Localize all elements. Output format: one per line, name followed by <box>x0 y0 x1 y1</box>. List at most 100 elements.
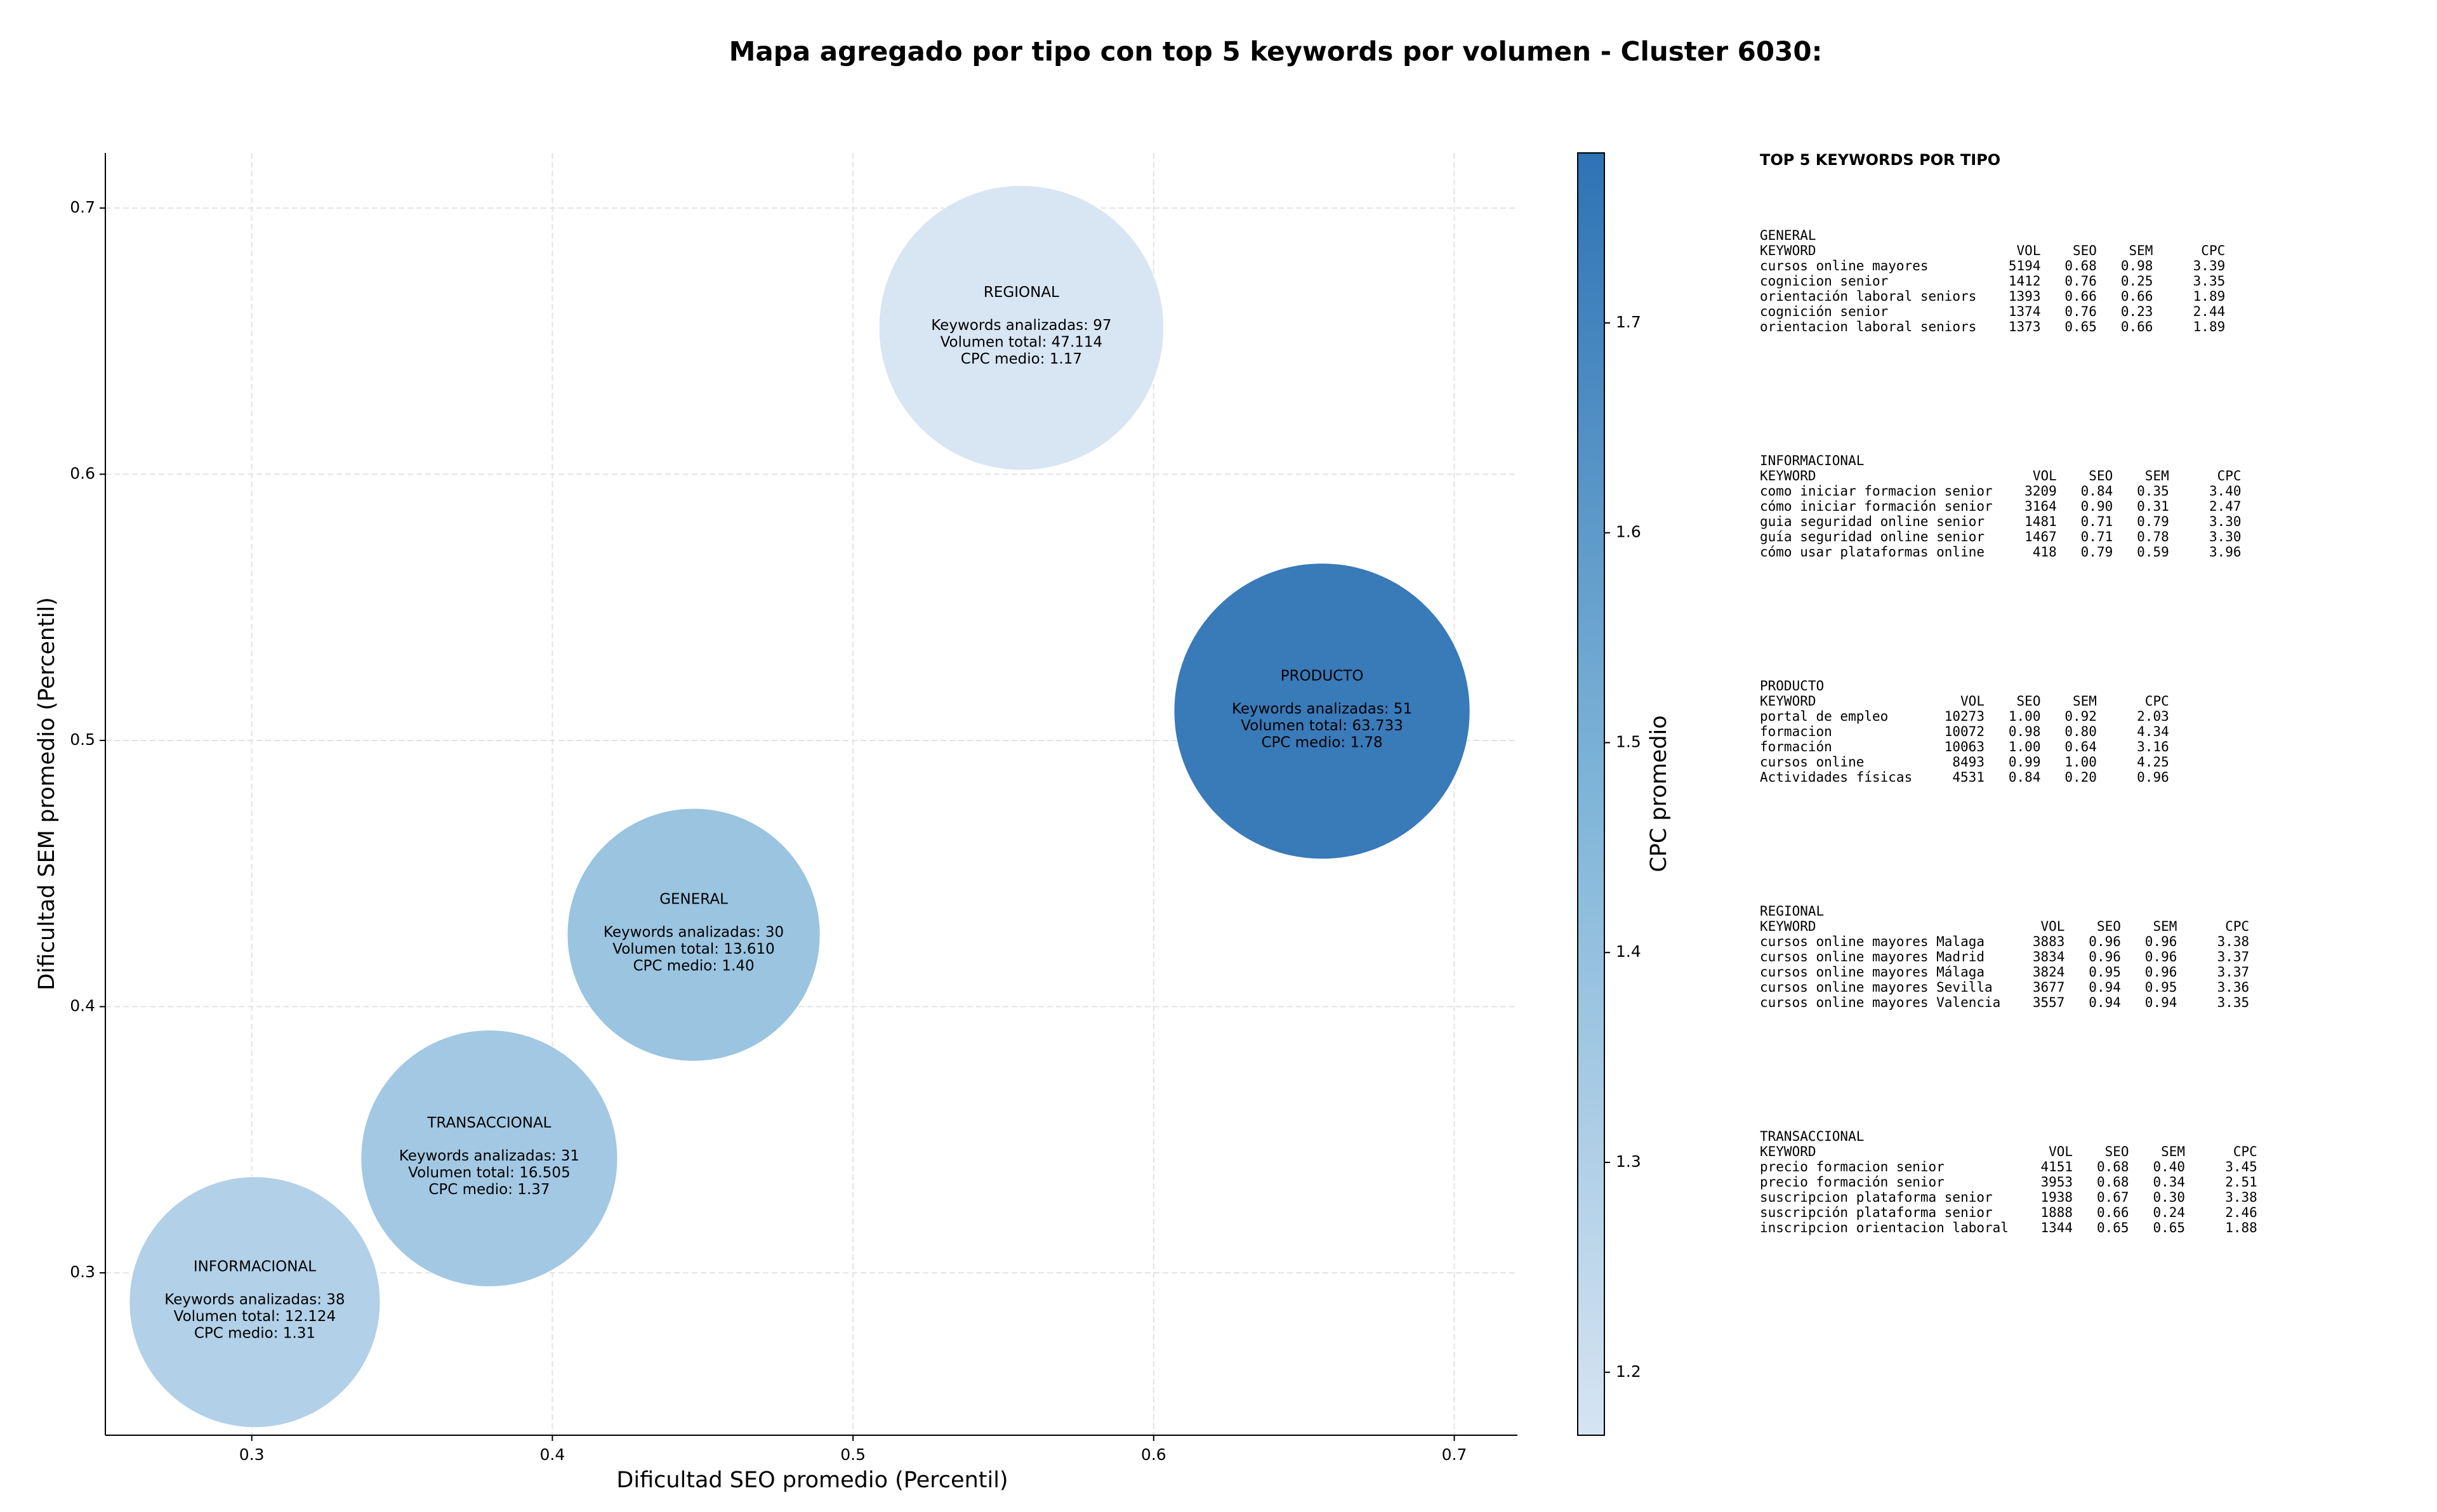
table-cell: 0.68 <box>2064 258 2097 273</box>
table-header: SEO <box>2105 1144 2129 1159</box>
table-cell: cursos online mayores Madrid <box>1760 949 1985 964</box>
table-cell: 0.68 <box>2097 1174 2129 1190</box>
table-cell: 3.37 <box>2217 964 2250 980</box>
table-cell: 3.38 <box>2225 1190 2257 1205</box>
y-tick-label: 0.4 <box>70 997 95 1015</box>
table-cell: 0.66 <box>2121 289 2153 304</box>
table-cell: 3557 <box>2033 995 2065 1010</box>
chart-title: Mapa agregado por tipo con top 5 keyword… <box>729 36 1823 67</box>
table-cell: formacion <box>1760 724 1832 739</box>
table-cell: 2.44 <box>2193 304 2226 319</box>
colorbar-tick-label: 1.2 <box>1616 1362 1641 1381</box>
table-cell: 2.03 <box>2137 709 2169 724</box>
colorbar <box>1577 152 1605 1436</box>
table-cell: 0.66 <box>2064 289 2097 304</box>
table-cell: guía seguridad online senior <box>1760 529 1985 544</box>
bubble-info: Keywords analizadas: 31 <box>399 1148 579 1164</box>
table-cell: 0.96 <box>2089 949 2121 964</box>
x-tick-label: 0.6 <box>1141 1445 1166 1464</box>
table-cell: 0.66 <box>2121 319 2153 334</box>
table-cell: 0.79 <box>2081 544 2113 560</box>
bubble <box>360 1030 618 1287</box>
table-header: CPC <box>2217 468 2242 483</box>
table-cell: 1481 <box>2024 514 2057 529</box>
table-cell: suscripción plataforma senior <box>1760 1205 1993 1220</box>
bubble <box>129 1176 381 1428</box>
table-cell: cursos online mayores Sevilla <box>1760 980 1993 995</box>
table-cell: 3.16 <box>2137 739 2169 754</box>
table-cell: 0.96 <box>2089 934 2121 949</box>
table-cell: 3.30 <box>2209 514 2242 529</box>
table-cell: 3824 <box>2033 964 2065 980</box>
bubble-info: Volumen total: 12.124 <box>174 1308 336 1325</box>
table-cell: 8493 <box>1952 754 1985 770</box>
table-cell: 0.96 <box>2137 770 2169 785</box>
table-cell: 0.99 <box>2009 754 2041 770</box>
bubble-name: PRODUCTO <box>1281 667 1364 684</box>
table-cell: precio formación senior <box>1760 1174 1945 1190</box>
table-header: CPC <box>2225 919 2249 934</box>
table-cell: 0.68 <box>2097 1159 2129 1174</box>
x-tick-label: 0.5 <box>840 1445 866 1464</box>
table-cell: 0.65 <box>2153 1220 2185 1235</box>
colorbar-tick-label: 1.5 <box>1616 732 1641 751</box>
table-header: VOL <box>1960 694 1985 709</box>
table-cell: cognición senior <box>1760 304 1888 319</box>
table-cell: 0.34 <box>2153 1174 2185 1190</box>
y-tick-label: 0.5 <box>70 730 95 749</box>
table-cell: 3883 <box>2033 934 2065 949</box>
table-cell: como iniciar formacion senior <box>1760 483 1993 499</box>
bubble-info: Keywords analizadas: 51 <box>1232 700 1412 717</box>
bubble-name: REGIONAL <box>984 284 1059 301</box>
table-cell: cursos online mayores Malaga <box>1760 934 1985 949</box>
table-cell: 4.25 <box>2137 754 2169 770</box>
table-cell: 0.40 <box>2153 1159 2185 1174</box>
table-cell: 0.80 <box>2064 724 2097 739</box>
table-cell: orientacion laboral seniors <box>1760 319 1976 334</box>
table-cell: 1888 <box>2040 1205 2073 1220</box>
table-cell: 3209 <box>2024 483 2057 499</box>
section-name: PRODUCTO <box>1760 678 1824 694</box>
table-cell: 5194 <box>2009 258 2041 273</box>
table-header: SEM <box>2153 919 2177 934</box>
table-cell: 0.84 <box>2081 483 2113 499</box>
table-cell: 0.65 <box>2097 1220 2129 1235</box>
table-cell: guia seguridad online senior <box>1760 514 1985 529</box>
table-cell: 0.67 <box>2097 1190 2129 1205</box>
table-cell: 0.65 <box>2064 319 2097 334</box>
table-header: VOL <box>2040 919 2064 934</box>
table-cell: 1.89 <box>2193 289 2226 304</box>
table-cell: 0.71 <box>2081 514 2113 529</box>
bubble-name: GENERAL <box>659 891 728 908</box>
table-cell: 0.59 <box>2137 544 2169 560</box>
bubble-info: CPC medio: 1.37 <box>428 1181 550 1198</box>
table-cell: precio formacion senior <box>1760 1159 1945 1174</box>
table-header: SEM <box>2161 1144 2185 1159</box>
table-cell: 2.47 <box>2209 499 2242 514</box>
table-cell: 3.35 <box>2217 995 2250 1010</box>
table-cell: 2.46 <box>2225 1205 2257 1220</box>
bubble-info: Volumen total: 47.114 <box>941 334 1103 351</box>
table-cell: inscripcion orientacion laboral <box>1760 1220 2009 1235</box>
bubble-info: CPC medio: 1.17 <box>961 351 1082 367</box>
table-cell: 10273 <box>1945 709 1985 724</box>
bubble-info: CPC medio: 1.40 <box>633 958 754 975</box>
table-cell: 3677 <box>2033 980 2065 995</box>
table-cell: 0.90 <box>2081 499 2113 514</box>
bubble-name: INFORMACIONAL <box>194 1259 316 1275</box>
table-cell: 3.39 <box>2193 258 2226 273</box>
colorbar-tick-label: 1.4 <box>1616 942 1641 961</box>
table-cell: 3953 <box>2040 1174 2073 1190</box>
table-header: VOL <box>2033 468 2057 483</box>
table-cell: cursos online mayores <box>1760 258 1929 273</box>
table-cell: 3.38 <box>2217 934 2250 949</box>
table-cell: 0.64 <box>2064 739 2097 754</box>
table-cell: 0.24 <box>2153 1205 2185 1220</box>
section-name: TRANSACCIONAL <box>1760 1129 1864 1144</box>
table-header: KEYWORD <box>1760 919 1816 934</box>
table-cell: 10063 <box>1945 739 1985 754</box>
table-header: SEM <box>2145 468 2169 483</box>
table-cell: formación <box>1760 739 1832 754</box>
